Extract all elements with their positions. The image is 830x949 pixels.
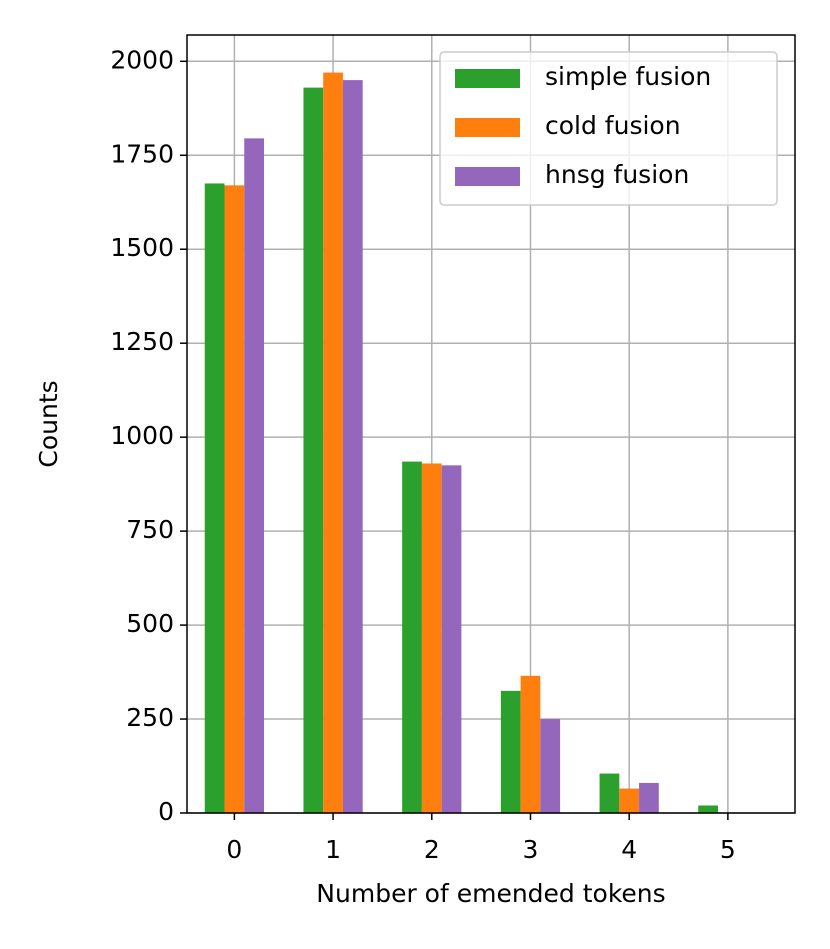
bar xyxy=(520,675,541,813)
y-tick-label: 750 xyxy=(126,515,174,544)
legend-swatch xyxy=(455,118,520,137)
bar xyxy=(639,782,659,813)
x-tick-label: 3 xyxy=(523,835,539,864)
bar xyxy=(441,465,462,813)
y-tick-label: 1000 xyxy=(110,421,174,450)
legend-swatch xyxy=(455,69,520,88)
x-tick-label: 0 xyxy=(226,835,242,864)
bar xyxy=(342,80,363,814)
y-tick-label: 1750 xyxy=(110,139,174,168)
x-tick-label: 5 xyxy=(720,835,736,864)
y-tick-label: 1250 xyxy=(110,327,174,356)
bar xyxy=(244,138,264,813)
y-tick-label: 500 xyxy=(126,609,174,638)
bar xyxy=(599,773,620,813)
legend-swatch xyxy=(455,167,520,186)
plot-frame xyxy=(186,34,796,814)
bar xyxy=(540,719,561,813)
bar xyxy=(402,461,422,813)
bar xyxy=(698,805,719,813)
x-tick-label: 1 xyxy=(325,835,341,864)
legend-label: hnsg fusion xyxy=(545,160,689,189)
x-axis-label: Number of emended tokens xyxy=(316,879,665,908)
bar xyxy=(303,87,324,814)
y-axis-label: Counts xyxy=(34,380,63,467)
bar xyxy=(421,463,442,813)
y-tick-label: 1500 xyxy=(110,233,174,262)
bar xyxy=(204,183,225,814)
x-tick-label: 4 xyxy=(621,835,637,864)
bar xyxy=(323,72,343,814)
legend-box xyxy=(439,51,778,206)
bar xyxy=(500,690,521,813)
bar xyxy=(224,185,245,814)
y-tick-label: 0 xyxy=(158,797,174,826)
legend-label: simple fusion xyxy=(545,62,711,91)
x-tick-label: 2 xyxy=(424,835,440,864)
bar xyxy=(619,788,640,813)
legend-label: cold fusion xyxy=(545,111,681,140)
y-tick-label: 250 xyxy=(126,703,174,732)
y-tick-label: 2000 xyxy=(110,45,174,74)
